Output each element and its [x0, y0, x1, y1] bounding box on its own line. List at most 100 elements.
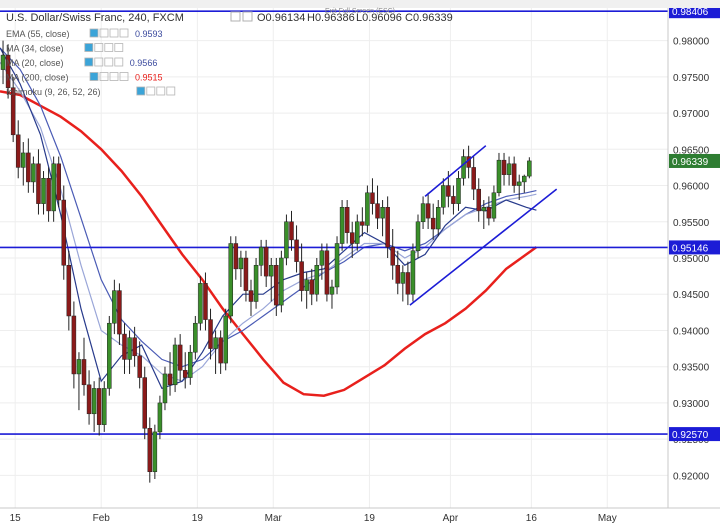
candle-body — [471, 167, 476, 190]
candle-body — [41, 178, 46, 204]
candle-body — [375, 203, 380, 219]
indicator-control-icon[interactable] — [114, 43, 124, 52]
candle-body — [309, 279, 314, 295]
indicator-control-icon[interactable] — [99, 72, 109, 81]
candle-body — [360, 221, 365, 226]
indicator-control-icon[interactable] — [89, 72, 99, 81]
trend-lines — [409, 145, 558, 306]
candle-body — [167, 373, 173, 386]
trend-line[interactable] — [424, 145, 487, 198]
indicator-control-icon[interactable] — [156, 86, 166, 96]
indicator-control-icon[interactable] — [114, 57, 124, 67]
candle-body — [10, 87, 16, 136]
level-price-tag — [669, 240, 720, 255]
level-price-label: 0.95146 — [672, 243, 709, 254]
candle-body — [21, 152, 26, 168]
candle-body — [172, 344, 178, 386]
candle-body — [71, 315, 77, 375]
candle-body — [101, 388, 107, 425]
candle-body — [324, 250, 330, 295]
indicator-control-icon[interactable] — [109, 28, 119, 38]
candle-body — [157, 402, 163, 433]
indicator-label: MA (200, close) — [6, 73, 69, 83]
time-axis[interactable]: 15 Feb 19 Mar 19 Apr 16 May — [10, 513, 617, 524]
x-tick-label: Mar — [265, 513, 283, 524]
y-tick-label: 0.95000 — [673, 254, 710, 265]
candle-body — [258, 246, 264, 266]
candle-body — [218, 337, 223, 364]
series-line — [0, 90, 538, 397]
indicator-control-icon[interactable] — [94, 57, 104, 67]
level-price-label: 0.92570 — [672, 430, 709, 441]
ohlc-low: L0.96096 — [356, 12, 402, 24]
indicator-control-icon[interactable] — [84, 43, 94, 52]
indicator-control-icon[interactable] — [119, 72, 129, 81]
candle-body — [284, 221, 289, 259]
candle-body — [248, 290, 254, 302]
candle-body — [56, 163, 61, 201]
exit-fullscreen-banner[interactable]: Exit Full Screen (ESC) — [0, 0, 720, 15]
indicator-control-icon[interactable] — [109, 72, 119, 81]
y-tick-label: 0.96000 — [673, 182, 710, 193]
candle-body — [253, 264, 259, 302]
candle-body — [415, 221, 421, 252]
level-price-label: 0.98406 — [672, 7, 709, 18]
indicator-control-icon[interactable] — [146, 86, 156, 96]
indicator-value: 0.9566 — [130, 58, 158, 68]
settings-icon[interactable] — [230, 11, 241, 22]
grid — [0, 8, 668, 508]
y-tick-label: 0.94500 — [673, 290, 710, 301]
indicator-control-icon[interactable] — [104, 43, 114, 52]
candle-body — [319, 250, 325, 266]
candle-body — [451, 196, 456, 204]
candle-body — [294, 239, 299, 262]
indicator-control-icon[interactable] — [89, 28, 99, 38]
candle-body — [400, 272, 406, 284]
moving-averages — [0, 47, 538, 397]
x-tick-label: Feb — [93, 513, 111, 524]
candle-body — [355, 221, 360, 244]
chart-legend: U.S. Dollar/Swiss Franc, 240, FXCM O0.96… — [6, 11, 453, 97]
level-price-tag — [669, 427, 720, 442]
candle-body — [314, 264, 320, 295]
eye-icon[interactable] — [242, 11, 253, 22]
candle-body — [46, 178, 51, 212]
x-tick-label: Apr — [443, 513, 459, 524]
indicator-label: EMA (55, close) — [6, 29, 70, 39]
candle-body — [112, 290, 117, 324]
y-tick-label: 0.98000 — [673, 37, 710, 48]
indicator-control-icon[interactable] — [84, 57, 94, 67]
y-tick-label: 0.93000 — [673, 399, 710, 410]
exit-fullscreen-label[interactable]: Exit Full Screen (ESC) — [324, 8, 396, 15]
ohlc-close: C0.96339 — [405, 12, 453, 24]
indicator-legend: EMA (55, close) 0.9593 MA (34, close) MA (2… — [6, 28, 176, 97]
candle-body — [461, 156, 466, 179]
indicator-control-icon[interactable] — [119, 28, 129, 38]
candle-body — [147, 428, 153, 473]
candle-body — [152, 431, 158, 473]
indicator-control-icon[interactable] — [99, 28, 109, 38]
candle-body — [349, 232, 355, 244]
candle-body — [228, 243, 234, 317]
indicator-value: 0.9515 — [135, 73, 163, 83]
current-price-tag — [669, 153, 720, 168]
indicator-control-icon[interactable] — [94, 43, 104, 52]
indicator-label: MA (20, close) — [6, 58, 64, 68]
series-line — [0, 47, 537, 390]
trend-line[interactable] — [409, 188, 558, 306]
candle-body — [26, 152, 31, 183]
y-tick-label: 0.95500 — [673, 218, 710, 229]
candle-body — [51, 163, 56, 212]
candle-body — [127, 337, 132, 360]
indicator-control-icon[interactable] — [136, 86, 146, 96]
candle-body — [476, 188, 481, 212]
candle-body — [117, 290, 122, 335]
indicator-control-icon[interactable] — [166, 86, 176, 96]
candle-body — [481, 207, 487, 212]
y-tick-label: 0.93500 — [673, 363, 710, 374]
indicator-control-icon[interactable] — [104, 57, 114, 67]
y-tick-label: 0.94000 — [673, 326, 710, 337]
candle-body — [289, 221, 294, 241]
